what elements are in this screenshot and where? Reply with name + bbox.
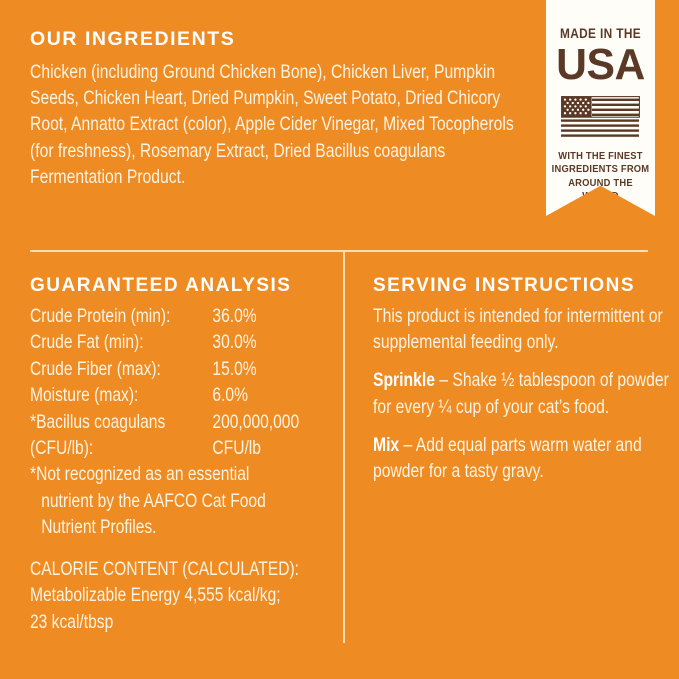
analysis-label: *Bacillus coagulans [30,410,166,433]
usa-flag-icon [561,96,640,137]
sprinkle-text: – Shake ½ tablespoon of powder for every… [373,369,669,418]
footnote-line-3: Nutrient Profiles. [41,515,157,538]
ingredients-heading: OUR INGREDIENTS [30,28,236,50]
serving-sprinkle-paragraph: Sprinkle – Shake ½ tablespoon of powder … [373,367,671,419]
analysis-value: 36.0% [212,305,257,327]
sprinkle-label: Sprinkle [373,369,435,392]
analysis-label: (CFU/lb): [30,437,94,460]
table-row: Moisture (max): 6.0% [30,382,338,408]
mix-label: Mix [373,433,400,456]
guaranteed-analysis-section: GUARANTEED ANALYSIS Crude Protein (min):… [30,275,330,635]
table-row: (CFU/lb): CFU/lb [30,435,338,461]
table-row: Crude Fat (min): 30.0% [30,329,338,355]
footnote-line-2: nutrient by the AAFCO Cat Food [41,489,266,512]
analysis-label: Moisture (max): [30,384,139,407]
analysis-footnote: *Not recognized as an essential nutrient… [30,461,338,540]
guaranteed-analysis-heading: GUARANTEED ANALYSIS [30,275,292,296]
footnote-line-1: *Not recognized as an essential [30,463,250,486]
serving-intro-text: This product is intended for intermitten… [373,305,663,354]
table-row: *Bacillus coagulans 200,000,000 [30,409,338,435]
horizontal-divider [30,250,648,252]
analysis-value: 30.0% [212,331,257,354]
mix-text: – Add equal parts warm water and powder … [373,433,642,483]
calorie-content-block: CALORIE CONTENT (CALCULATED): Metaboliza… [30,556,350,635]
made-in-usa-badge: MADE IN THE USA [546,0,655,216]
serving-instructions-heading: SERVING INSTRUCTIONS [373,275,635,296]
table-row: Crude Fiber (max): 15.0% [30,356,338,382]
badge-subline-1: WITH THE FINEST [558,151,643,162]
badge-made-in-the-label: MADE IN THE [559,26,642,41]
badge-subline-3: AROUND THE WORLD [568,177,633,203]
analysis-label: Crude Protein (min): [30,305,171,327]
ingredients-section: OUR INGREDIENTS Chicken (including Groun… [30,28,530,190]
table-row: Crude Protein (min): 36.0% [30,303,338,329]
calorie-content-line-1: Metabolizable Energy 4,555 kcal/kg; [30,584,281,607]
badge-usa-label: USA [556,40,645,89]
ingredients-text: Chicken (including Ground Chicken Bone),… [30,61,514,188]
calorie-content-line-2: 23 kcal/tbsp [30,610,114,633]
serving-mix-paragraph: Mix – Add equal parts warm water and pow… [373,432,671,484]
serving-instructions-section: SERVING INSTRUCTIONS This product is int… [373,275,669,484]
guaranteed-analysis-table: Crude Protein (min): 36.0% Crude Fat (mi… [30,303,338,461]
analysis-label: Crude Fat (min): [30,331,144,354]
badge-subline-2: INGREDIENTS FROM [551,164,650,176]
analysis-value: 6.0% [212,384,248,407]
vertical-divider [343,252,345,643]
calorie-content-heading: CALORIE CONTENT (CALCULATED): [30,558,299,581]
analysis-label: Crude Fiber (max): [30,357,161,380]
analysis-value: CFU/lb [212,437,261,460]
analysis-value: 200,000,000 [212,410,300,433]
analysis-value: 15.0% [212,357,257,380]
